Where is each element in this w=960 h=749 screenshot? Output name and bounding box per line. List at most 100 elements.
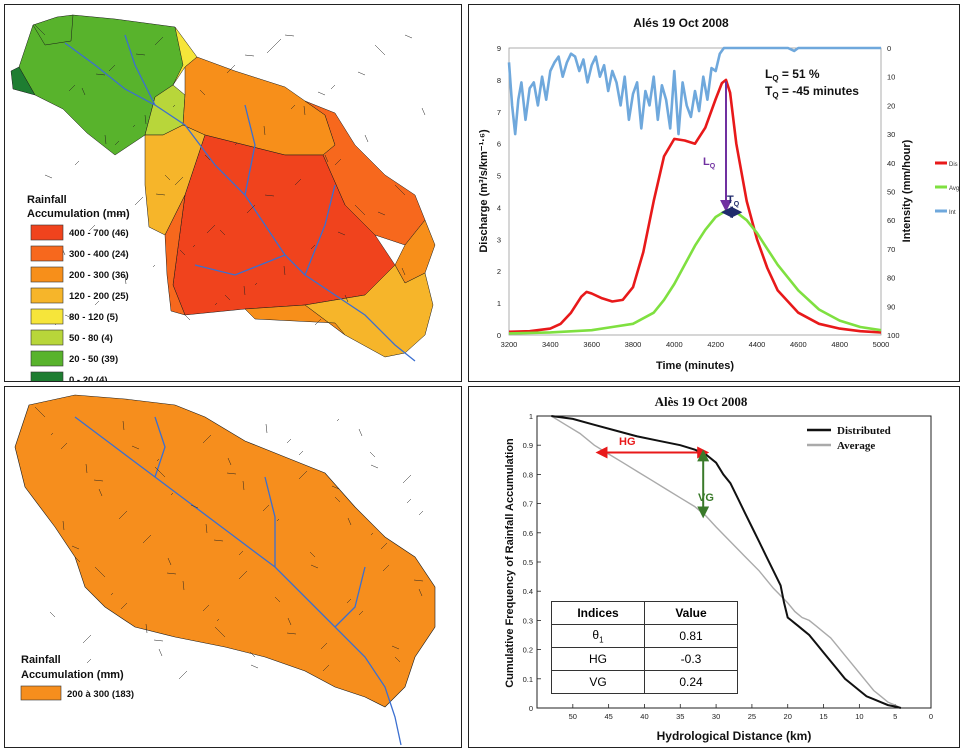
map-drainage-line — [216, 618, 220, 622]
map-drainage-line — [284, 34, 295, 37]
legend-label: 120 - 200 (25) — [69, 291, 129, 302]
map-drainage-line — [369, 451, 376, 458]
map-drainage-line — [380, 542, 388, 550]
legend-swatch — [30, 245, 64, 262]
map-drainage-line — [34, 24, 46, 36]
map-drainage-line — [214, 626, 226, 638]
svg-text:TQ: TQ — [727, 194, 740, 208]
x-tick-label: 50 — [569, 712, 577, 721]
distributed-rainfall-map-panel: Rainfall Accumulation (mm) 400 - 700 (46… — [4, 4, 462, 382]
x-tick-label: 4200 — [707, 340, 724, 349]
y2-axis-title: Intensity (mm/hour) — [901, 139, 913, 242]
legend-label: 50 - 80 (4) — [69, 333, 113, 344]
x-tick-label: 45 — [604, 712, 612, 721]
chart-title: Alés 19 Oct 2008 — [633, 16, 729, 30]
map-drainage-line — [164, 174, 171, 181]
map-drainage-line — [174, 176, 184, 186]
map-drainage-line — [44, 174, 53, 179]
map-drainage-line — [104, 134, 107, 145]
map-stream — [264, 476, 276, 567]
map-drainage-line — [108, 64, 116, 72]
map-drainage-line — [358, 610, 364, 616]
map-drainage-line — [74, 160, 80, 166]
map-drainage-line — [199, 89, 206, 96]
map-drainage-line — [265, 423, 268, 434]
map-drainage-line — [226, 472, 237, 475]
map-drainage-line — [34, 406, 46, 418]
map-drainage-line — [122, 420, 125, 431]
map-drainage-line — [238, 570, 248, 580]
map-drainage-line — [274, 596, 281, 603]
y2-tick-label: 0 — [887, 44, 891, 53]
table-header-indices: Indices — [551, 601, 645, 625]
hydrograph-panel: Alés 19 Oct 2008 3200 3400 3600 3800 4000 420… — [468, 4, 960, 382]
series-line-dis — [508, 78, 882, 334]
map-drainage-line — [314, 318, 322, 326]
map-drainage-line — [404, 34, 413, 39]
map-drainage-line — [336, 418, 340, 422]
map-drainage-line — [154, 466, 166, 478]
map-drainage-line — [276, 518, 280, 522]
y-tick-label: 0 — [497, 331, 501, 340]
map-drainage-line — [115, 213, 126, 216]
map-drainage-line — [364, 134, 369, 143]
map-drainage-line — [202, 434, 212, 444]
map-drainage-line — [418, 510, 424, 516]
map-drainage-line — [213, 539, 224, 542]
svg-text:LQ: LQ — [703, 156, 716, 170]
lq-tq-arrows — [720, 81, 743, 219]
svg-text:LQ = 51 %: LQ = 51 % — [765, 67, 820, 83]
map-stream — [304, 184, 336, 276]
y-tick-label: 9 — [497, 44, 501, 53]
x-tick-label: 3600 — [583, 340, 600, 349]
x-tick-label: 20 — [784, 712, 792, 721]
map-drainage-line — [266, 44, 276, 54]
map-drainage-line — [94, 300, 100, 306]
legend-swatch — [30, 266, 64, 283]
legend-swatch — [30, 371, 64, 381]
map-stream — [194, 254, 286, 276]
map-drainage-line — [204, 154, 211, 161]
map-drainage-line — [71, 545, 80, 550]
map-drainage-line — [206, 224, 216, 234]
map-stream — [334, 566, 366, 628]
map-drainage-line — [250, 664, 259, 669]
y-tick-label: 0.3 — [523, 616, 533, 625]
map-drainage-line — [86, 658, 92, 664]
map-drainage-line — [62, 520, 65, 531]
map-drainage-line — [246, 204, 256, 214]
x-tick-label: 4000 — [666, 340, 683, 349]
y-tick-label: 0.2 — [523, 646, 533, 655]
map-drainage-line — [287, 617, 292, 626]
map-zone — [14, 394, 436, 708]
map-drainage-line — [370, 464, 379, 469]
y2-tick-label: 50 — [887, 188, 895, 197]
x-ticks: 50 45 40 35 30 25 20 15 10 5 0 — [569, 704, 933, 721]
map-drainage-line — [134, 196, 144, 206]
y2-tick-label: 20 — [887, 101, 895, 110]
map-drainage-line — [93, 479, 104, 482]
x-tick-label: 25 — [748, 712, 756, 721]
map-drainage-line — [224, 294, 231, 301]
x-axis-title: Time (minutes) — [656, 360, 734, 372]
y2-tick-label: 90 — [887, 302, 895, 311]
legend-label: Avg — [949, 186, 959, 192]
legend-swatch — [30, 287, 64, 304]
map-drainage-line — [98, 488, 103, 497]
map-stream — [74, 416, 402, 746]
map-drainage-line — [234, 142, 238, 146]
y-tick-label: 0.6 — [523, 529, 533, 538]
y-tick-label: 0.4 — [523, 587, 533, 596]
map-drainage-line — [178, 670, 188, 680]
map-drainage-line — [347, 517, 352, 526]
map-drainage-line — [303, 105, 306, 116]
series-line-avg — [508, 209, 882, 335]
y-axis-title: Discharge (m³/s/km⁻¹·⁶) — [478, 129, 490, 253]
map-drainage-line — [144, 114, 147, 125]
cumulative-frequency-chart: Alès 19 Oct 2008 50 45 40 35 30 25 20 15 10 5 0 00… — [504, 394, 933, 743]
y-ticks: 0 1 2 3 4 5 6 7 8 9 — [497, 44, 501, 340]
legend-label: Average — [837, 440, 875, 452]
map-drainage-line — [413, 579, 424, 582]
map-rainfall-zones — [10, 14, 436, 358]
map-rainfall-zones — [14, 394, 436, 708]
